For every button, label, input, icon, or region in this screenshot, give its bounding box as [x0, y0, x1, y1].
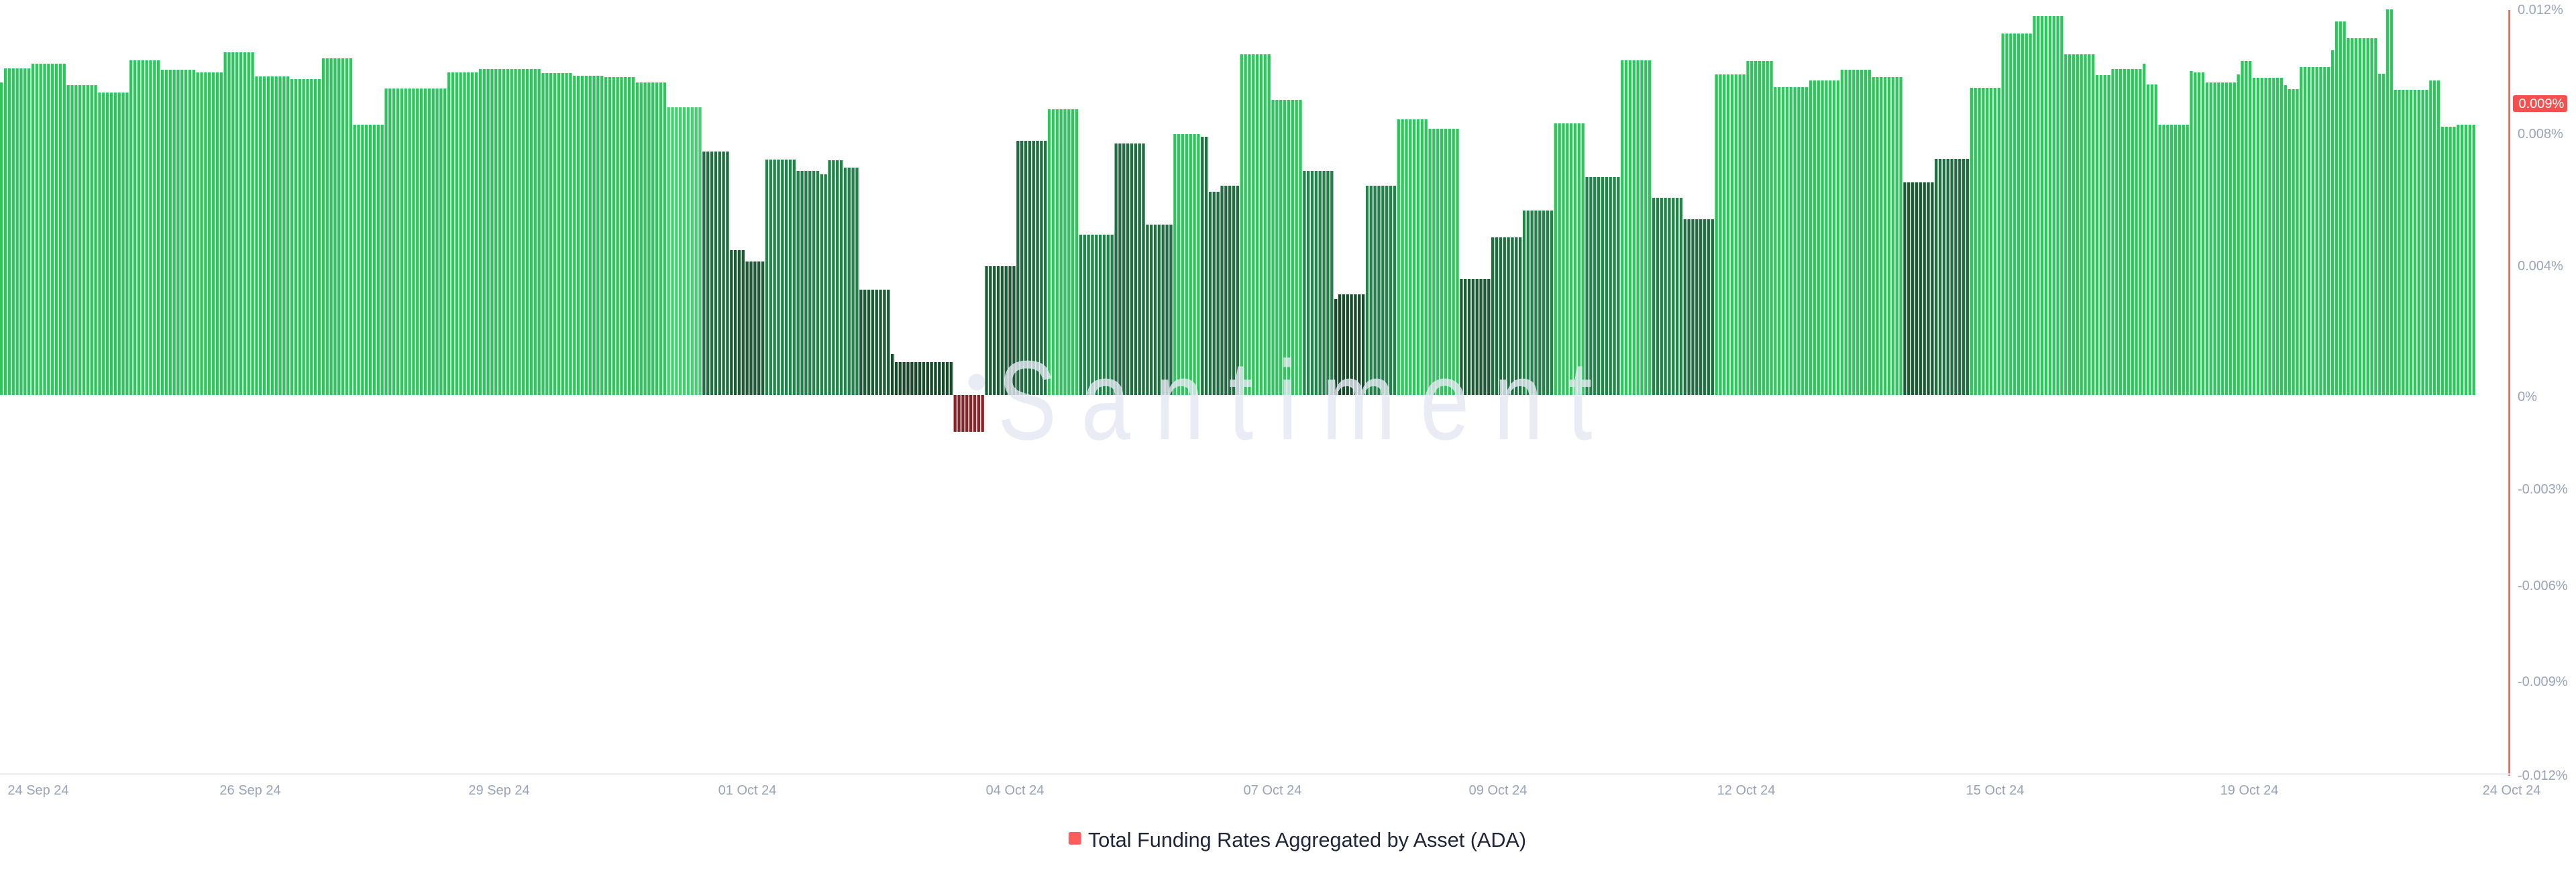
svg-text:0.012%: 0.012%: [2518, 3, 2563, 17]
svg-text:-0.003%: -0.003%: [2518, 482, 2568, 497]
svg-text:-0.009%: -0.009%: [2518, 675, 2568, 689]
svg-text:15 Oct 24: 15 Oct 24: [1966, 783, 2025, 798]
svg-text:07 Oct 24: 07 Oct 24: [1244, 783, 1302, 798]
svg-text:01 Oct 24: 01 Oct 24: [718, 783, 777, 798]
svg-text:Total Funding Rates Aggregated: Total Funding Rates Aggregated by Asset …: [1088, 829, 1526, 852]
svg-text:26 Sep 24: 26 Sep 24: [219, 783, 280, 798]
svg-text:12 Oct 24: 12 Oct 24: [1717, 783, 1776, 798]
svg-text:24 Oct 24: 24 Oct 24: [2483, 783, 2541, 798]
svg-text:0.008%: 0.008%: [2518, 127, 2563, 141]
svg-text:Santiment: Santiment: [998, 337, 1617, 463]
svg-text:19 Oct 24: 19 Oct 24: [2220, 783, 2279, 798]
svg-text:-0.012%: -0.012%: [2518, 768, 2568, 783]
svg-text:0.009%: 0.009%: [2519, 97, 2565, 111]
svg-text:29 Sep 24: 29 Sep 24: [468, 783, 529, 798]
svg-text:0%: 0%: [2518, 390, 2537, 404]
svg-text:0.004%: 0.004%: [2518, 259, 2563, 274]
svg-text:-0.006%: -0.006%: [2518, 579, 2568, 593]
svg-text:09 Oct 24: 09 Oct 24: [1469, 783, 1527, 798]
svg-text:24 Sep 24: 24 Sep 24: [7, 783, 68, 798]
svg-text:04 Oct 24: 04 Oct 24: [986, 783, 1044, 798]
